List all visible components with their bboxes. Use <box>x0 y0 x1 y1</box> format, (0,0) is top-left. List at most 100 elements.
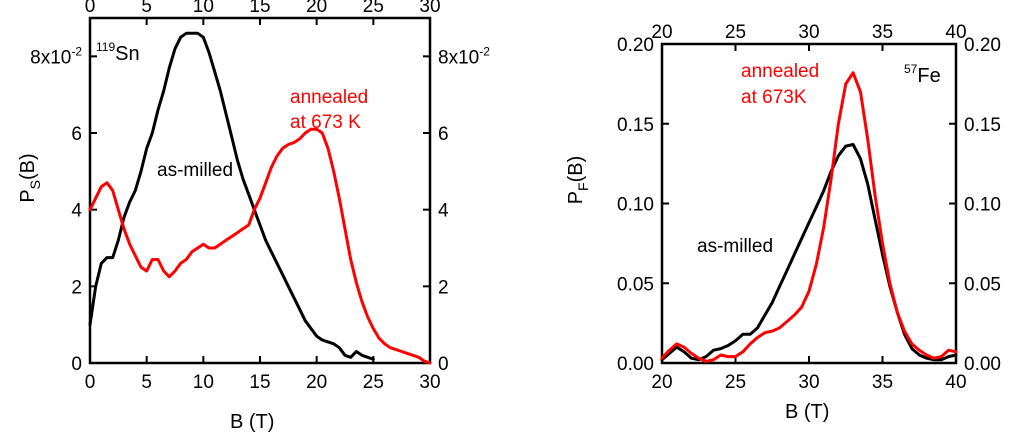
right-y-tick-label-left: 0.20 <box>617 35 654 56</box>
right-y-label-main: P <box>565 191 587 204</box>
left-annotation-as-milled: as-milled <box>157 160 233 181</box>
left-x-tick-label-bottom: 0 <box>85 372 96 393</box>
left-isotope-label: 119Sn <box>96 40 140 65</box>
left-y-tick-exponent: -2 <box>479 44 490 58</box>
left-x-tick-label-top: 10 <box>193 0 214 17</box>
left-series-line-1 <box>88 127 432 365</box>
left-plot-frame <box>88 16 432 365</box>
right-y-tick-text: 0.20 <box>617 35 654 56</box>
left-x-tick-label-bottom: 15 <box>249 372 270 393</box>
right-y-tick-label-left: 0.00 <box>617 354 654 375</box>
left-y-tick-label-left: 4 <box>71 201 82 222</box>
right-y-tick-text: 0.10 <box>964 195 1001 216</box>
left-y-tick-text: 0 <box>71 354 82 375</box>
left-y-tick-label-right: 2 <box>438 277 449 298</box>
right-y-tick-text: 0.05 <box>964 274 1001 295</box>
left-x-tick-label-top: 5 <box>141 0 152 17</box>
left-y-tick-label-left: 6 <box>71 124 82 145</box>
right-annotation-as-milled: as-milled <box>697 236 773 257</box>
left-x-tick-label-top: 15 <box>249 0 270 17</box>
right-y-tick-text: 0.15 <box>964 115 1001 136</box>
left-y-tick-exponent: -2 <box>71 44 82 58</box>
right-x-tick-label-bottom: 20 <box>651 372 672 393</box>
left-x-tick-label-top: 25 <box>363 0 384 17</box>
left-x-tick-label-bottom: 25 <box>363 372 384 393</box>
right-y-tick-label-left: 0.10 <box>617 195 654 216</box>
right-x-tick-label-bottom: 25 <box>725 372 746 393</box>
left-annotation-annealed: annealed <box>290 87 368 108</box>
right-annotation-annealed: annealed <box>741 61 819 82</box>
right-series-line-0 <box>660 143 958 362</box>
right-y-tick-text: 0.05 <box>617 274 654 295</box>
right-y-tick-text: 0.10 <box>617 195 654 216</box>
right-y-tick-label-left: 0.15 <box>617 115 654 136</box>
right-y-tick-text: 0.20 <box>964 35 1001 56</box>
right-x-tick-label-top: 30 <box>798 22 819 43</box>
right-y-label-sub: F <box>575 182 591 191</box>
right-x-tick-label-bottom: 40 <box>945 372 966 393</box>
left-y-tick-label-right: 6 <box>438 124 449 145</box>
left-y-tick-text: 4 <box>71 201 82 222</box>
right-x-tick-label-top: 35 <box>872 22 893 43</box>
left-y-tick-text: 8x10 <box>438 47 479 68</box>
left-series-line-0 <box>88 31 375 361</box>
right-x-tick-label-bottom: 35 <box>872 372 893 393</box>
right-y-axis-label: PF(B) <box>565 156 591 205</box>
right-y-tick-label-left: 0.05 <box>617 274 654 295</box>
right-isotope-sup: 57 <box>904 62 918 76</box>
left-y-label-main: P <box>17 189 39 202</box>
left-y-tick-label-left: 2 <box>71 277 82 298</box>
right-y-tick-label-right: 0.15 <box>964 115 1001 136</box>
left-x-tick-label-bottom: 10 <box>193 372 214 393</box>
left-y-tick-text: 4 <box>438 201 449 222</box>
left-y-tick-label-right: 4 <box>438 201 449 222</box>
left-x-tick-label-top: 30 <box>419 0 440 17</box>
right-series-line-1 <box>660 71 958 363</box>
left-x-tick-label-top: 0 <box>85 0 96 17</box>
right-x-tick-label-top: 20 <box>651 22 672 43</box>
right-x-tick-label-top: 40 <box>945 22 966 43</box>
right-x-tick-label-top: 25 <box>725 22 746 43</box>
right-y-tick-label-right: 0.20 <box>964 35 1001 56</box>
left-x-axis-label: B (T) <box>230 411 274 433</box>
left-y-tick-text: 6 <box>71 124 82 145</box>
right-y-tick-text: 0.00 <box>964 354 1001 375</box>
left-x-tick-label-bottom: 30 <box>419 372 440 393</box>
left-y-tick-text: 8x10 <box>30 47 71 68</box>
left-y-tick-label-left: 0 <box>71 354 82 375</box>
right-y-tick-text: 0.00 <box>617 354 654 375</box>
right-isotope-label: 57Fe <box>904 62 941 87</box>
left-y-tick-text: 0 <box>438 354 449 375</box>
left-y-tick-text: 2 <box>438 277 449 298</box>
left-y-tick-label-right: 0 <box>438 354 449 375</box>
right-series-group <box>660 71 958 363</box>
right-y-label-suffix: (B) <box>565 156 587 183</box>
left-y-tick-label-left: 8x10-2 <box>30 44 82 68</box>
right-annotation-at-673k: at 673K <box>741 87 807 108</box>
left-y-axis-label: PS(B) <box>17 153 43 202</box>
right-isotope-symbol: Fe <box>917 65 940 87</box>
left-y-label-sub: S <box>27 180 43 189</box>
right-y-tick-label-right: 0.10 <box>964 195 1001 216</box>
left-isotope-symbol: Sn <box>115 43 139 65</box>
left-y-label-suffix: (B) <box>17 153 39 180</box>
right-plot-frame <box>660 42 958 365</box>
left-annotation-at-673k: at 673 K <box>290 112 361 133</box>
left-series-group <box>88 31 432 365</box>
right-y-tick-text: 0.15 <box>617 115 654 136</box>
right-y-tick-label-right: 0.05 <box>964 274 1001 295</box>
left-isotope-sup: 119 <box>96 40 115 54</box>
right-y-tick-label-right: 0.00 <box>964 354 1001 375</box>
left-x-tick-label-bottom: 20 <box>306 372 327 393</box>
left-x-tick-label-bottom: 5 <box>141 372 152 393</box>
right-x-tick-label-bottom: 30 <box>798 372 819 393</box>
right-x-axis-label: B (T) <box>785 401 829 423</box>
left-x-tick-label-top: 20 <box>306 0 327 17</box>
left-y-tick-text: 6 <box>438 124 449 145</box>
left-y-tick-text: 2 <box>71 277 82 298</box>
